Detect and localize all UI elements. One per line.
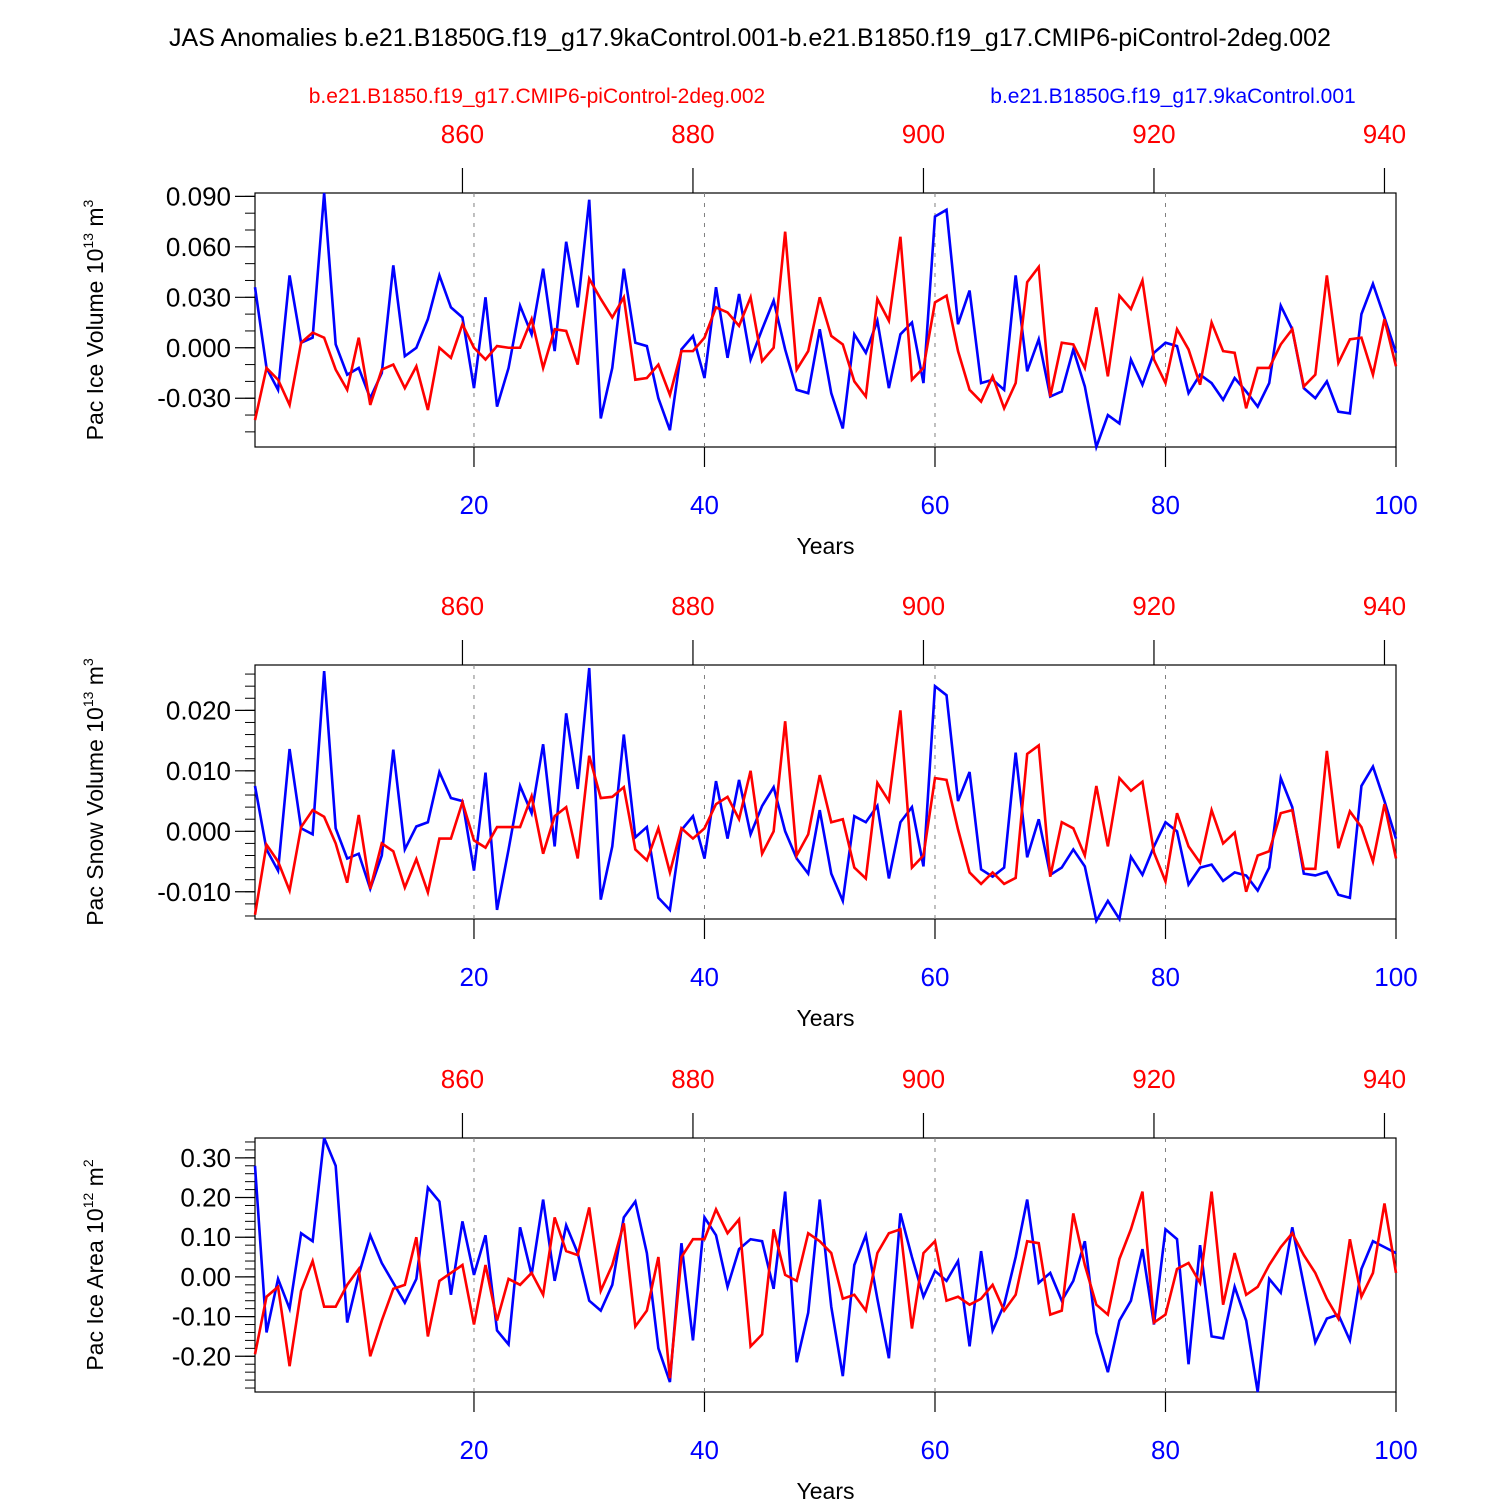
x-top-tick-label: 860 — [441, 591, 484, 621]
y-tick-label: 0.000 — [166, 333, 231, 363]
x-axis-label: Years — [797, 533, 855, 559]
chart-title: JAS Anomalies b.e21.B1850G.f19_g17.9kaCo… — [169, 24, 1331, 52]
x-bottom-tick-label: 20 — [460, 1435, 489, 1465]
y-axis-label-main: Pac Snow Volume 10 — [82, 707, 108, 926]
y-axis-label-exponent: 13 — [80, 691, 96, 707]
plot-frame — [254, 192, 1397, 448]
y-tick-label: 0.20 — [180, 1183, 231, 1213]
x-bottom-tick-label: 80 — [1151, 962, 1180, 992]
y-axis-label: Pac Ice Area 1012 m2 — [80, 1159, 108, 1371]
y-tick-label: 0.30 — [180, 1143, 231, 1173]
y-tick-label: 0.00 — [180, 1262, 231, 1292]
y-tick-label: 0.090 — [166, 181, 231, 211]
series-line-blue — [253, 667, 1398, 925]
x-bottom-tick-label: 40 — [690, 490, 719, 520]
x-top-tick-label: 880 — [671, 119, 714, 149]
y-axis-label-exponent: 12 — [80, 1192, 96, 1208]
y-tick-label: 0.030 — [166, 282, 231, 312]
x-axis-label: Years — [797, 1005, 855, 1031]
x-bottom-tick-label: 40 — [690, 962, 719, 992]
x-top-tick-label: 920 — [1132, 591, 1175, 621]
series-blue — [253, 1137, 1397, 1393]
y-tick-label: 0.010 — [166, 756, 231, 786]
x-bottom-tick-label: 60 — [921, 490, 950, 520]
x-bottom-tick-label: 100 — [1374, 490, 1417, 520]
y-axis-label-unit: m — [82, 666, 108, 692]
plot-frame — [254, 1137, 1397, 1393]
y-tick-label: -0.10 — [172, 1302, 231, 1332]
series-blue — [253, 192, 1398, 452]
x-top-tick-label: 940 — [1363, 1064, 1406, 1094]
x-top-tick-label: 900 — [902, 1064, 945, 1094]
x-bottom-tick-label: 80 — [1151, 1435, 1180, 1465]
y-axis-label: Pac Snow Volume 1013 m3 — [80, 658, 108, 926]
y-tick-label: 0.060 — [166, 232, 231, 262]
y-axis-label-main: Pac Ice Volume 10 — [82, 249, 108, 441]
y-axis-label-unit: m — [82, 207, 108, 233]
x-top-tick-label: 900 — [902, 591, 945, 621]
panels: -0.030 0.000 0.030 0.060 0.090 20 40 60 80 100 860… — [80, 119, 1418, 1500]
y-tick-label: -0.20 — [172, 1341, 231, 1371]
series-line-red — [253, 1191, 1398, 1379]
panel-3: -0.20 -0.10 0.00 0.10 0.20 0.30 20 40 60 80 100 860… — [80, 1064, 1418, 1500]
x-bottom-tick-label: 20 — [460, 962, 489, 992]
y-tick-label: -0.010 — [157, 877, 231, 907]
x-top-tick-label: 880 — [671, 1064, 714, 1094]
y-tick-label: 0.10 — [180, 1222, 231, 1252]
y-tick-label: 0.000 — [166, 816, 231, 846]
x-bottom-tick-label: 100 — [1374, 962, 1417, 992]
panel-2: -0.010 0.000 0.010 0.020 20 40 60 80 100 860 880 90… — [80, 591, 1418, 1031]
x-top-tick-label: 920 — [1132, 119, 1175, 149]
y-axis-label-unit-exponent: 3 — [80, 658, 96, 666]
y-tick-label: 0.020 — [166, 695, 231, 725]
x-top-tick-label: 900 — [902, 119, 945, 149]
y-axis-label-unit-exponent: 3 — [80, 199, 96, 207]
series-red — [253, 710, 1398, 915]
y-axis-label-unit-exponent: 2 — [80, 1159, 96, 1167]
x-bottom-tick-label: 80 — [1151, 490, 1180, 520]
legend-red-case: b.e21.B1850.f19_g17.CMIP6-piControl-2deg… — [309, 85, 765, 108]
x-bottom-tick-label: 20 — [460, 490, 489, 520]
x-top-tick-label: 860 — [441, 1064, 484, 1094]
x-top-tick-label: 920 — [1132, 1064, 1175, 1094]
series-line-blue — [253, 192, 1398, 452]
series-red — [253, 1191, 1398, 1379]
series-line-red — [253, 231, 1398, 421]
y-axis-label-unit: m — [82, 1167, 108, 1193]
legend-blue-case: b.e21.B1850G.f19_g17.9kaControl.001 — [990, 85, 1355, 108]
series-line-red — [253, 710, 1398, 915]
x-bottom-tick-label: 60 — [921, 1435, 950, 1465]
series-red — [253, 231, 1398, 421]
y-tick-label: -0.030 — [157, 383, 231, 413]
x-top-tick-label: 880 — [671, 591, 714, 621]
y-axis-label-main: Pac Ice Area 10 — [82, 1208, 108, 1370]
x-top-tick-label: 940 — [1363, 591, 1406, 621]
x-axis-label: Years — [797, 1478, 855, 1500]
y-axis-label-exponent: 13 — [80, 233, 96, 249]
series-line-blue — [253, 1137, 1397, 1393]
x-bottom-tick-label: 40 — [690, 1435, 719, 1465]
x-bottom-tick-label: 60 — [921, 962, 950, 992]
x-top-tick-label: 860 — [441, 119, 484, 149]
series-blue — [253, 667, 1398, 925]
y-axis-label: Pac Ice Volume 1013 m3 — [80, 199, 108, 440]
panel-1: -0.030 0.000 0.030 0.060 0.090 20 40 60 80 100 860… — [80, 119, 1418, 559]
x-bottom-tick-label: 100 — [1374, 1435, 1417, 1465]
x-top-tick-label: 940 — [1363, 119, 1406, 149]
